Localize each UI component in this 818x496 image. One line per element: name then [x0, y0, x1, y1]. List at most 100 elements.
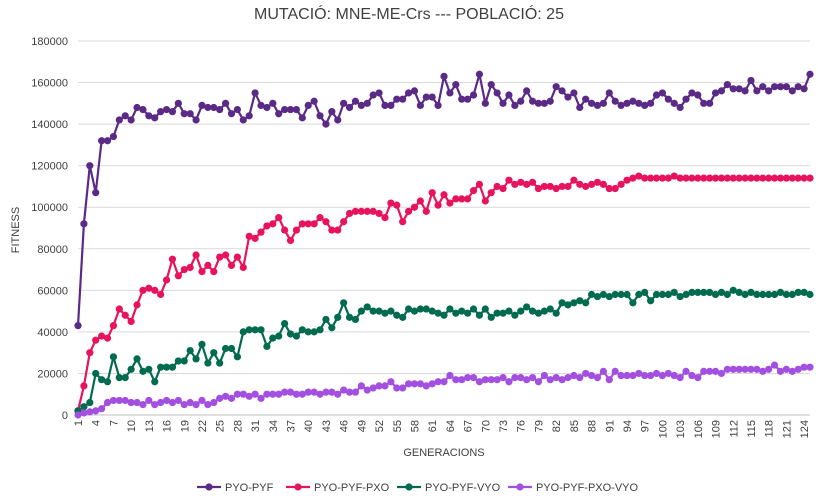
data-point	[387, 199, 395, 207]
data-point	[434, 378, 442, 386]
data-point	[711, 290, 720, 299]
data-point	[700, 288, 708, 297]
data-point	[523, 303, 531, 311]
x-tick-label: 13	[144, 420, 156, 432]
data-point	[765, 174, 773, 182]
data-point	[416, 305, 424, 313]
data-point	[570, 371, 578, 380]
data-point	[298, 326, 306, 334]
data-point	[505, 91, 513, 99]
data-point	[641, 174, 649, 182]
data-point	[706, 367, 714, 375]
data-point	[80, 409, 88, 417]
data-point	[440, 378, 448, 386]
data-point	[109, 396, 118, 405]
data-point	[558, 87, 566, 95]
data-point	[629, 97, 637, 105]
series-pyo-pyf-pxo-vyo	[74, 361, 814, 419]
data-point	[151, 401, 159, 409]
y-tick-labels: 0 20000 40000 60000 80000 100000 120000 140000 1…	[31, 36, 68, 422]
data-point	[139, 401, 147, 409]
data-point	[747, 174, 755, 182]
data-point	[281, 319, 289, 328]
data-point	[706, 288, 714, 297]
data-point	[599, 290, 607, 299]
data-point	[399, 95, 407, 103]
x-tick-label: 76	[516, 420, 528, 432]
data-point	[422, 207, 430, 215]
data-point	[552, 374, 560, 382]
data-point	[788, 87, 796, 95]
data-point	[499, 374, 507, 382]
data-point	[587, 290, 596, 299]
x-tick-label: 25	[215, 420, 227, 432]
data-point	[139, 105, 147, 114]
data-point	[286, 388, 295, 396]
data-point	[269, 220, 277, 228]
data-point	[682, 95, 690, 103]
data-point	[334, 313, 342, 321]
data-point	[127, 317, 135, 326]
data-point	[399, 384, 407, 392]
data-point	[322, 388, 330, 396]
data-point	[552, 309, 560, 317]
data-point	[369, 384, 377, 392]
data-point	[458, 376, 466, 384]
data-point	[387, 307, 395, 315]
legend-marker	[405, 483, 413, 491]
data-point	[753, 174, 761, 182]
y-tick-label: 140000	[31, 119, 68, 131]
data-point	[765, 290, 773, 299]
data-point	[576, 103, 584, 112]
data-point	[263, 342, 271, 351]
data-point	[245, 112, 253, 120]
data-point	[127, 116, 135, 124]
data-point	[546, 97, 554, 105]
data-point	[310, 328, 318, 336]
data-point	[151, 378, 159, 386]
data-point	[251, 89, 259, 97]
data-point	[794, 288, 802, 297]
data-point	[422, 93, 430, 101]
data-point	[174, 396, 182, 405]
data-point	[416, 101, 424, 110]
x-tick-label: 100	[657, 420, 669, 438]
data-point	[711, 89, 720, 97]
data-point	[599, 99, 607, 107]
data-point	[186, 398, 194, 407]
data-point	[605, 89, 613, 97]
x-tick-label: 94	[622, 420, 634, 432]
data-point	[121, 374, 129, 382]
data-point	[410, 380, 419, 388]
data-point	[434, 101, 442, 110]
data-point	[340, 99, 348, 107]
data-point	[157, 290, 165, 299]
data-point	[92, 336, 100, 344]
data-point	[351, 388, 360, 396]
data-point	[98, 405, 106, 413]
data-point	[239, 328, 247, 336]
data-point	[623, 176, 631, 184]
x-tick-label: 10	[126, 420, 138, 432]
data-point	[493, 376, 501, 384]
data-point	[800, 288, 808, 297]
data-point	[357, 101, 365, 110]
data-point	[221, 251, 230, 259]
data-point	[788, 290, 796, 299]
data-point	[310, 220, 318, 228]
data-point	[676, 174, 684, 182]
data-point	[233, 105, 241, 114]
data-point	[523, 376, 531, 384]
data-point	[647, 174, 655, 182]
x-tick-label: 64	[445, 420, 457, 432]
x-tick-label: 34	[268, 420, 280, 432]
data-point	[157, 108, 165, 116]
data-point	[729, 174, 737, 182]
y-tick-label: 0	[62, 410, 68, 422]
data-point	[452, 195, 460, 203]
chart-title: MUTACIÓ: MNE-ME-Crs --- POBLACIÓ: 25	[254, 6, 564, 23]
data-point	[735, 85, 743, 93]
data-point	[688, 371, 696, 380]
data-point	[440, 72, 448, 80]
data-point	[617, 180, 625, 188]
